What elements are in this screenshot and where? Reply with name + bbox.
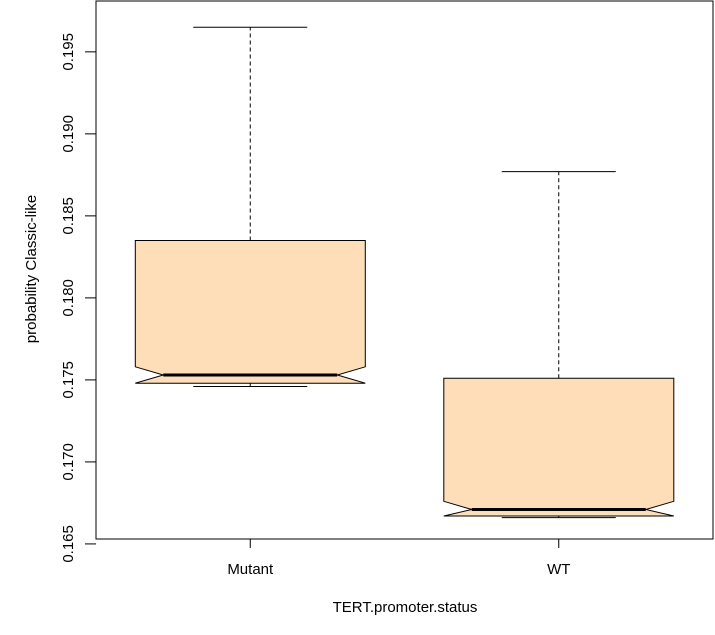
- box: [443, 377, 675, 517]
- y-tick-label: 0.170: [60, 443, 77, 481]
- x-axis-label: TERT.promoter.status: [333, 599, 478, 616]
- y-tick-label: 0.185: [60, 197, 77, 235]
- y-tick-label: 0.175: [60, 361, 77, 399]
- x-tick-label: WT: [547, 561, 570, 578]
- x-tick-label: Mutant: [227, 561, 274, 578]
- y-tick-label: 0.190: [60, 115, 77, 153]
- y-tick-label: 0.165: [60, 525, 77, 563]
- y-tick-label: 0.180: [60, 279, 77, 317]
- box: [134, 240, 366, 384]
- plot-frame: [95, 0, 714, 540]
- y-axis-label: probability Classic-like: [23, 195, 40, 343]
- y-tick-label: 0.195: [60, 33, 77, 71]
